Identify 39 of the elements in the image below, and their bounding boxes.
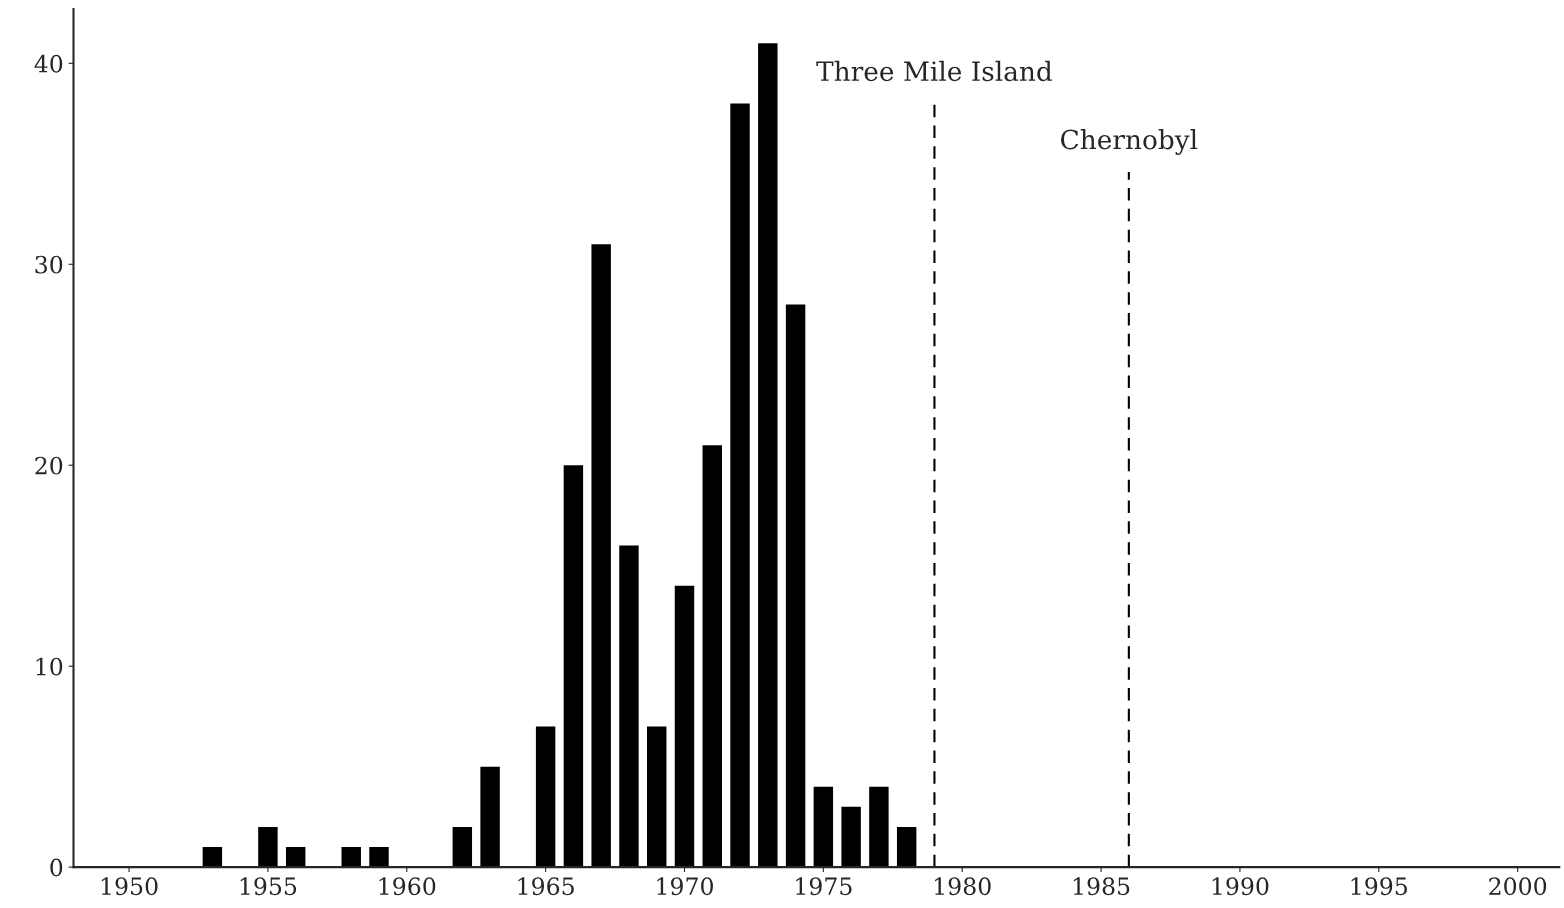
bar (563, 465, 584, 868)
bar (369, 847, 389, 868)
x-tick-label: 1965 (518, 877, 574, 896)
bar (285, 847, 306, 868)
bar (785, 304, 806, 868)
x-tick-label: 1950 (101, 877, 158, 896)
bar (813, 786, 834, 868)
x-tick-label: 1990 (1212, 877, 1269, 896)
y-tick-label: 0 (50, 858, 63, 877)
x-tick-label: 2000 (1489, 877, 1547, 896)
y-tick-label: 20 (35, 456, 63, 475)
ref-line-label: Three Mile Island (816, 60, 1053, 82)
y-tick-label: 30 (35, 255, 63, 274)
ref-line-label: Chernobyl (1061, 129, 1198, 155)
x-tick-label: 1975 (796, 877, 852, 896)
bar (591, 244, 611, 868)
x-tick-label: 1970 (657, 877, 713, 896)
bar (452, 826, 473, 868)
bar (702, 445, 722, 868)
bar (730, 103, 750, 868)
bar (841, 806, 861, 868)
x-tick-label: 1955 (240, 877, 297, 896)
bar (647, 726, 667, 868)
bar (758, 43, 778, 868)
bar (619, 545, 639, 868)
x-tick-label: 1960 (379, 877, 436, 896)
bar (535, 726, 556, 868)
bar (869, 786, 889, 868)
bar (258, 826, 278, 868)
y-tick-label: 10 (36, 657, 63, 676)
y-tick-label: 40 (34, 54, 63, 73)
x-tick-label: 1995 (1351, 877, 1408, 896)
x-tick-label: 1980 (935, 877, 991, 896)
bar (341, 847, 361, 868)
bar (896, 826, 917, 868)
bar (480, 766, 500, 868)
bar (202, 847, 223, 868)
x-tick-label: 1985 (1073, 877, 1130, 896)
bar (674, 585, 695, 868)
